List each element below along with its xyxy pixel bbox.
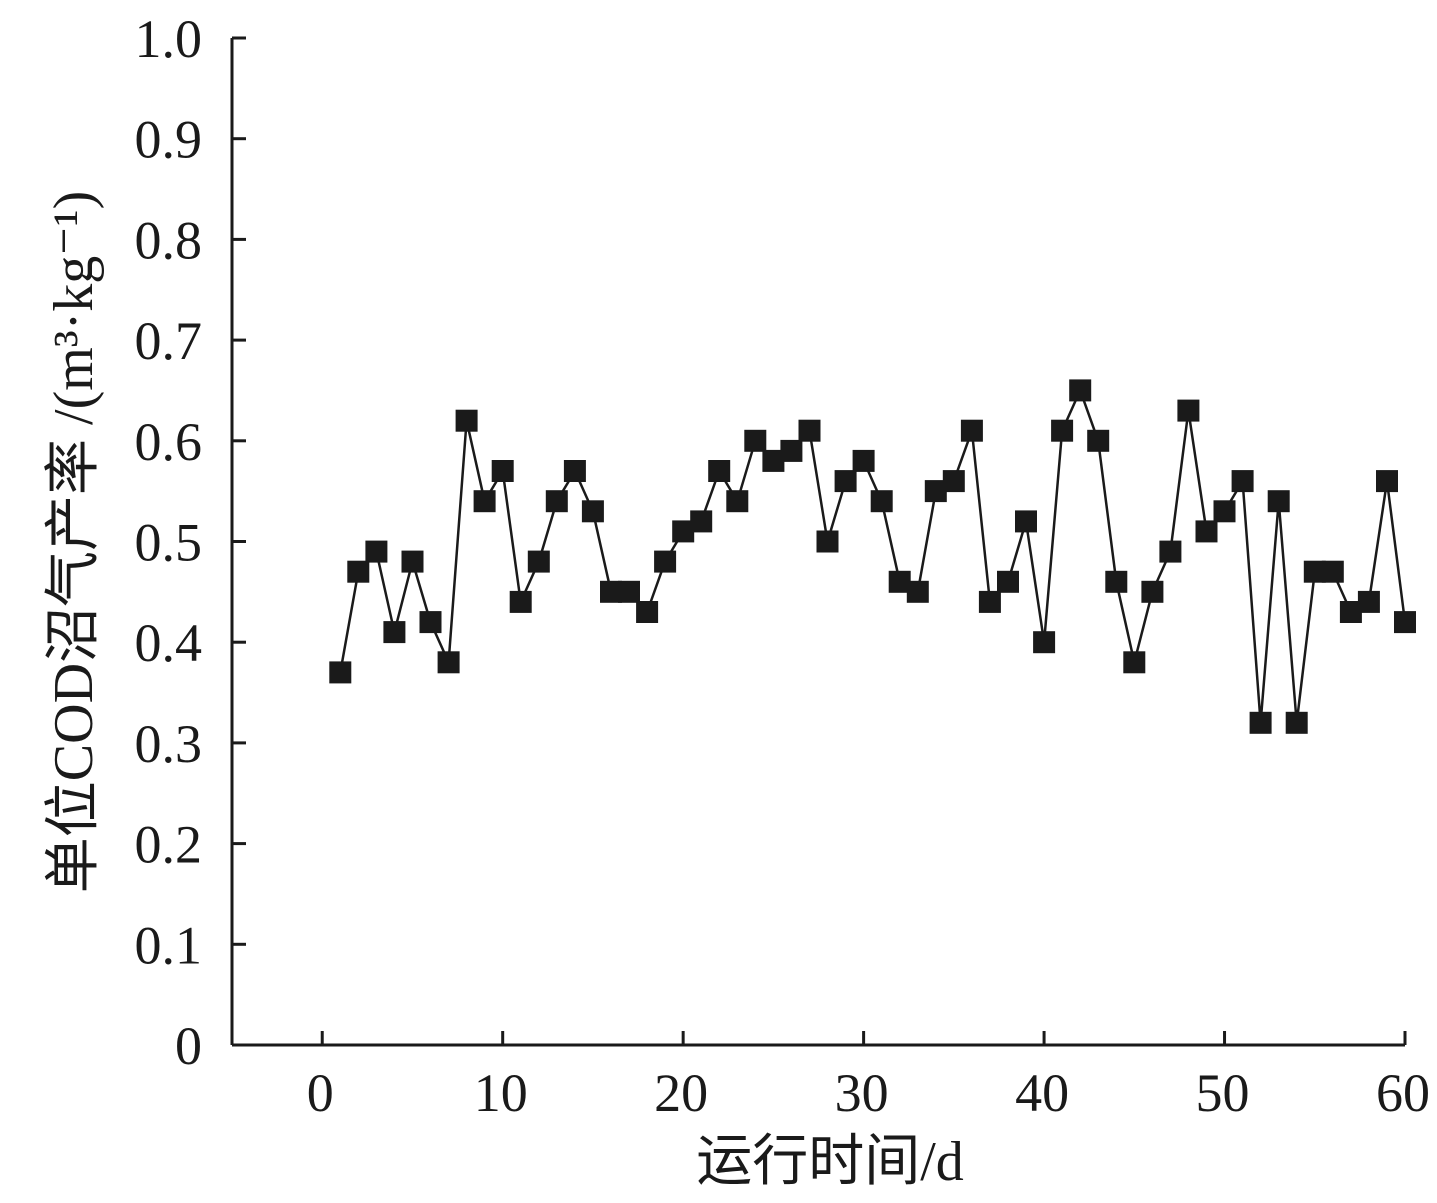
- data-point: [600, 580, 622, 603]
- x-tick-label: 30: [835, 1063, 889, 1123]
- data-point: [1376, 470, 1398, 493]
- data-point: [563, 460, 586, 482]
- data-point: [978, 590, 1001, 613]
- x-tick-label: 20: [654, 1063, 708, 1123]
- y-tick-label: 0: [175, 1016, 202, 1076]
- series-line: [339, 389, 1407, 725]
- x-ticks: 0 10 20 30 40 50 60: [307, 1031, 1430, 1123]
- data-point: [1087, 429, 1110, 452]
- data-point: [672, 520, 695, 543]
- data-point: [1303, 560, 1326, 583]
- y-axis-title: 单位COD沼气产率 /(m³·kg⁻¹): [43, 191, 105, 893]
- data-point: [834, 470, 857, 493]
- data-point: [365, 540, 388, 563]
- y-tick-label: 0.7: [135, 311, 203, 371]
- data-point: [690, 510, 713, 533]
- data-point: [762, 449, 785, 472]
- data-point: [654, 550, 677, 573]
- y-tick-label: 0.2: [135, 815, 203, 875]
- y-tick-label: 0.5: [135, 513, 203, 573]
- data-point: [942, 470, 965, 493]
- data-point: [401, 550, 424, 573]
- data-point: [636, 601, 659, 623]
- y-tick-label: 0.9: [135, 110, 203, 170]
- y-tick-label: 0.1: [135, 915, 203, 975]
- data-point: [455, 409, 478, 432]
- data-point: [1069, 379, 1092, 402]
- data-point: [329, 661, 352, 684]
- data-point: [527, 550, 550, 573]
- data-point: [888, 570, 911, 593]
- data-point: [1105, 570, 1128, 593]
- series: [329, 379, 1416, 734]
- data-point: [1394, 611, 1416, 634]
- data-point: [960, 419, 983, 442]
- data-point: [1123, 651, 1146, 674]
- y-ticks: 0 0.1 0.2 0.3 0.4 0.5 0.6 0.7 0.8 0.9 1.0: [135, 9, 246, 1076]
- data-point: [383, 621, 406, 644]
- data-point: [347, 560, 370, 583]
- data-point: [1267, 490, 1290, 513]
- data-point: [618, 580, 640, 603]
- data-point: [1231, 470, 1254, 493]
- x-tick-label: 10: [474, 1063, 528, 1123]
- data-point: [473, 490, 496, 513]
- data-point: [491, 460, 514, 482]
- data-point: [1213, 500, 1236, 523]
- data-point: [437, 651, 460, 674]
- data-point: [1285, 711, 1308, 734]
- data-point: [997, 570, 1019, 593]
- data-point: [419, 611, 442, 634]
- data-point: [744, 429, 767, 452]
- data-point: [509, 590, 532, 613]
- data-point: [581, 500, 604, 523]
- data-point: [1051, 419, 1074, 442]
- data-point: [852, 449, 875, 472]
- data-point: [1339, 601, 1362, 623]
- data-point: [870, 490, 893, 513]
- data-point: [1249, 711, 1272, 734]
- y-tick-label: 0.8: [135, 210, 203, 270]
- data-point: [780, 439, 803, 462]
- data-point: [1321, 560, 1344, 583]
- data-point: [1159, 540, 1182, 563]
- data-point: [1195, 520, 1218, 543]
- x-tick-label: 60: [1376, 1063, 1430, 1123]
- data-point: [1357, 590, 1380, 613]
- y-tick-label: 0.3: [135, 714, 203, 774]
- data-point: [726, 490, 749, 513]
- data-point: [924, 480, 947, 503]
- data-point: [1033, 631, 1056, 654]
- x-tick-label: 50: [1196, 1063, 1250, 1123]
- data-point: [545, 490, 568, 513]
- data-point: [816, 530, 839, 553]
- data-point: [1015, 510, 1037, 533]
- x-tick-label: 0: [307, 1063, 334, 1123]
- x-axis-title: 运行时间/d: [696, 1131, 964, 1193]
- y-tick-label: 1.0: [135, 9, 203, 69]
- data-point: [798, 419, 821, 442]
- data-point: [1177, 399, 1200, 422]
- y-tick-label: 0.6: [135, 412, 203, 472]
- data-point: [1141, 580, 1164, 603]
- x-tick-label: 40: [1015, 1063, 1069, 1123]
- data-point: [708, 460, 731, 482]
- y-tick-label: 0.4: [135, 613, 203, 673]
- data-point: [906, 580, 929, 603]
